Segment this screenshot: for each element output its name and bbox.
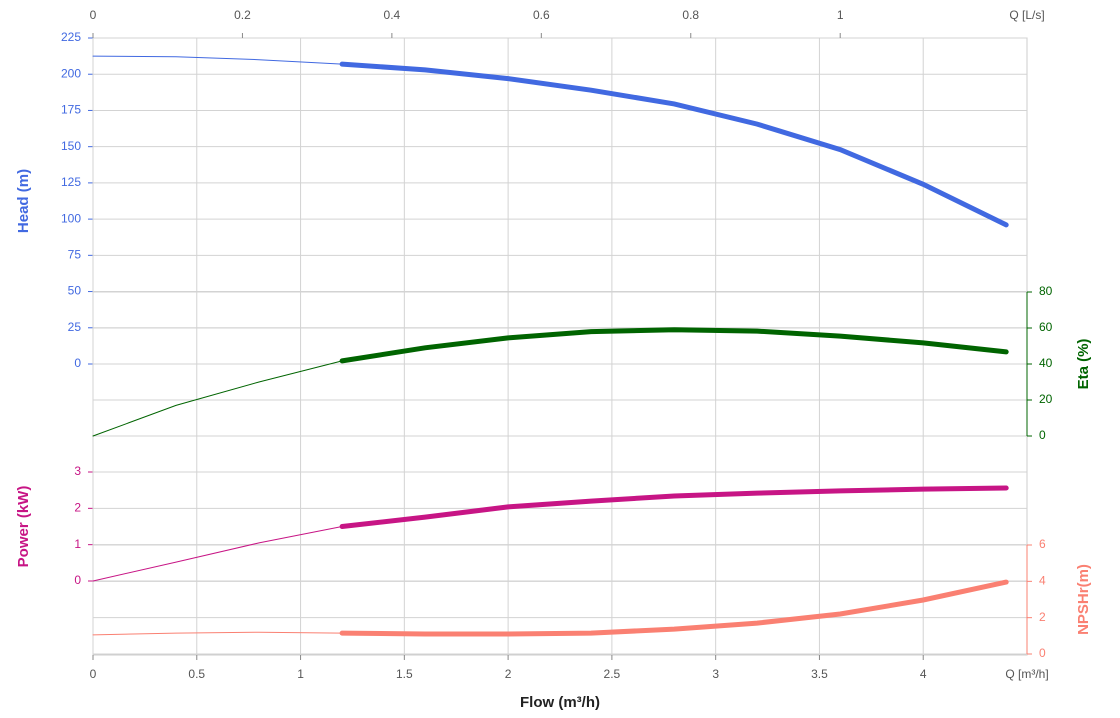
curve bbox=[92, 526, 343, 582]
y-axis-title: NPSHr(m) bbox=[1075, 564, 1092, 635]
y-tick-label: 20 bbox=[1039, 392, 1053, 406]
y-tick-label: 1 bbox=[74, 537, 81, 551]
y-tick-label: 150 bbox=[61, 139, 81, 153]
x-tick-label: 4 bbox=[920, 667, 927, 681]
curve bbox=[339, 579, 1009, 637]
x-tick-label: 1.5 bbox=[396, 667, 413, 681]
y-tick-label: 0 bbox=[1039, 428, 1046, 442]
y-tick-label: 0 bbox=[74, 573, 81, 587]
y-tick-label: 100 bbox=[61, 211, 81, 225]
x-unit-label: Q [m³/h] bbox=[1005, 667, 1048, 681]
y-tick-label: 6 bbox=[1039, 537, 1046, 551]
y-tick-label: 200 bbox=[61, 66, 81, 80]
x2-tick-label: 0.4 bbox=[384, 8, 401, 22]
x-tick-label: 2.5 bbox=[604, 667, 621, 681]
x-tick-label: 0 bbox=[90, 667, 97, 681]
x2-tick-label: 0.6 bbox=[533, 8, 550, 22]
x-axis-title: Flow (m³/h) bbox=[520, 694, 600, 711]
y-tick-label: 3 bbox=[74, 464, 81, 478]
y-tick-label: 60 bbox=[1039, 320, 1053, 334]
x2-tick-label: 0 bbox=[90, 8, 97, 22]
x2-tick-label: 0.8 bbox=[682, 8, 699, 22]
x-tick-label: 0.5 bbox=[188, 667, 205, 681]
x-tick-label: 3.5 bbox=[811, 667, 828, 681]
y-tick-label: 175 bbox=[61, 103, 81, 117]
y-tick-label: 225 bbox=[61, 30, 81, 44]
y-tick-label: 50 bbox=[68, 284, 82, 298]
x2-unit-label: Q [L/s] bbox=[1009, 8, 1044, 22]
x2-tick-label: 0.2 bbox=[234, 8, 251, 22]
curve bbox=[92, 360, 343, 437]
y-axis-title: Power (kW) bbox=[15, 486, 32, 568]
plot-frame bbox=[92, 37, 1028, 656]
x-tick-label: 3 bbox=[712, 667, 719, 681]
y-tick-label: 125 bbox=[61, 175, 81, 189]
x-tick-label: 2 bbox=[505, 667, 512, 681]
y-tick-label: 75 bbox=[68, 248, 82, 262]
y-axis-title: Head (m) bbox=[15, 169, 32, 233]
curve bbox=[339, 327, 1009, 364]
curve bbox=[92, 631, 343, 636]
y-axis-title: Eta (%) bbox=[1075, 339, 1092, 390]
curve bbox=[339, 485, 1009, 529]
curve bbox=[92, 55, 343, 65]
x2-tick-label: 1 bbox=[837, 8, 844, 22]
x-tick-label: 1 bbox=[297, 667, 304, 681]
y-tick-label: 80 bbox=[1039, 284, 1053, 298]
y-tick-label: 2 bbox=[1039, 610, 1046, 624]
y-tick-label: 0 bbox=[1039, 646, 1046, 660]
curve bbox=[339, 61, 1009, 228]
y-tick-label: 4 bbox=[1039, 574, 1046, 588]
y-tick-label: 0 bbox=[74, 356, 81, 370]
y-tick-label: 40 bbox=[1039, 356, 1053, 370]
y-tick-label: 25 bbox=[68, 320, 82, 334]
y-tick-label: 2 bbox=[74, 501, 81, 515]
